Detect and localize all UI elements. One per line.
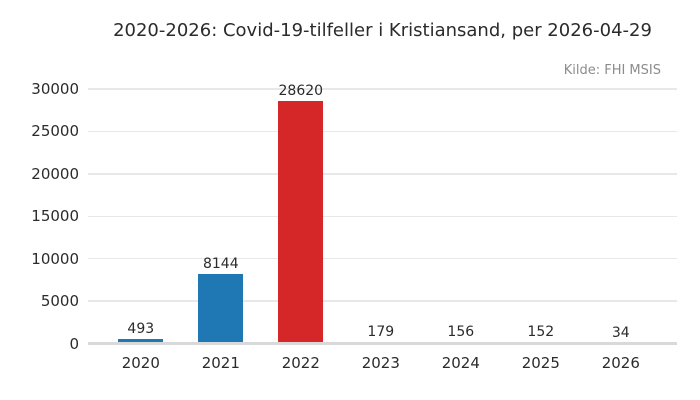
y-gridline (88, 257, 677, 260)
bar-value-label-2025: 152 (527, 324, 555, 341)
chart-source-label: Kilde: FHI MSIS (563, 63, 661, 78)
bar-2020 (118, 339, 164, 344)
x-axis-tick-label-2023: 2023 (361, 354, 400, 372)
x-axis-tick-label-2020: 2020 (121, 354, 160, 372)
y-gridline (88, 300, 677, 302)
y-gridline (88, 130, 677, 133)
y-gridline (88, 173, 677, 175)
y-axis-tick-label: 20000 (31, 164, 79, 183)
x-axis-tick-label-2024: 2024 (441, 354, 480, 372)
bar-value-label-2022: 28620 (278, 82, 324, 99)
bar-2022 (278, 100, 324, 344)
y-axis-tick-label: 30000 (31, 80, 79, 98)
bar-value-label-2021: 8144 (202, 256, 239, 273)
x-axis-tick-label-2021: 2021 (201, 354, 240, 372)
y-gridline (88, 88, 677, 90)
y-axis-tick-label: 5000 (40, 292, 79, 311)
y-gridline (88, 215, 677, 217)
bar-value-label-2024: 156 (447, 324, 475, 341)
x-axis-tick-label-2026: 2026 (601, 354, 640, 372)
bar-value-label-2020: 493 (127, 321, 155, 338)
x-axis-baseline (88, 341, 677, 345)
bar-2021 (198, 274, 244, 344)
y-axis-tick-label: 10000 (31, 249, 79, 268)
y-axis-tick-label: 0 (69, 334, 79, 353)
bar-value-label-2023: 179 (367, 323, 395, 340)
x-axis-tick-label-2022: 2022 (281, 354, 320, 372)
x-axis-tick-label-2025: 2025 (521, 354, 560, 372)
y-axis-tick-label: 15000 (31, 207, 79, 226)
chart-title: 2020-2026: Covid-19-tilfeller i Kristian… (113, 20, 652, 41)
bar-value-label-2026: 34 (611, 325, 630, 342)
y-axis-tick-label: 25000 (31, 122, 79, 141)
